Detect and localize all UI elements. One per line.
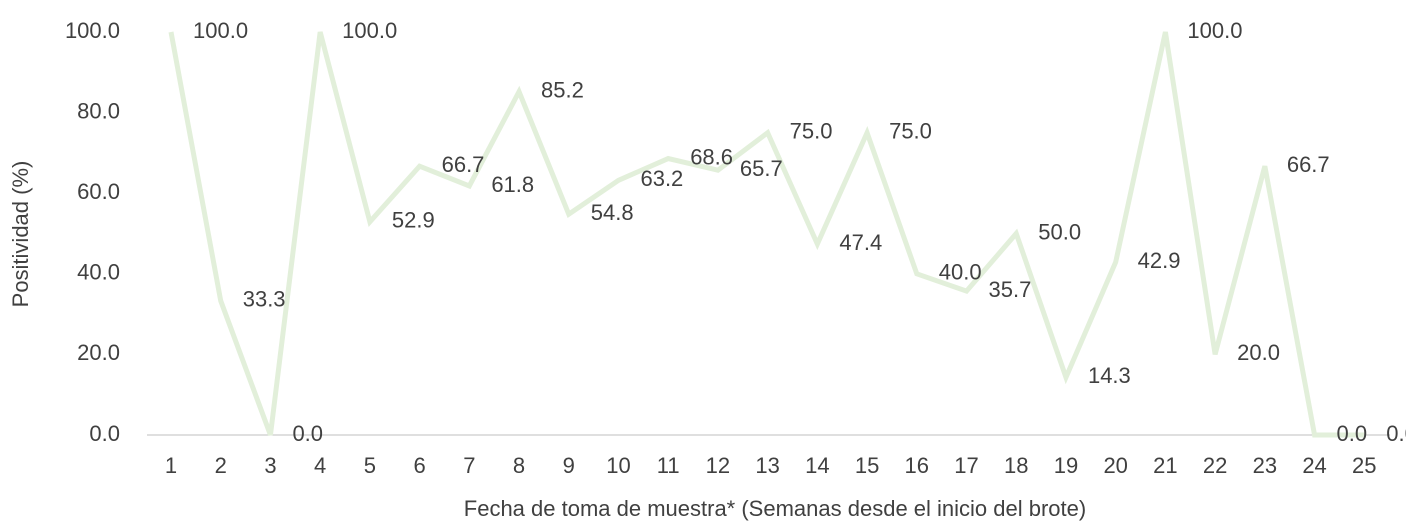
data-label: 0.0 <box>292 421 323 446</box>
data-label: 65.7 <box>740 156 783 181</box>
x-tick-label: 15 <box>855 453 879 478</box>
x-tick-label: 21 <box>1153 453 1177 478</box>
x-tick-label: 16 <box>905 453 929 478</box>
x-tick-label: 10 <box>606 453 630 478</box>
x-tick-label: 17 <box>954 453 978 478</box>
x-tick-label: 23 <box>1253 453 1277 478</box>
x-tick-label: 20 <box>1103 453 1127 478</box>
data-label: 75.0 <box>790 119 833 144</box>
x-tick-label: 19 <box>1054 453 1078 478</box>
x-tick-label: 6 <box>413 453 425 478</box>
x-tick-label: 25 <box>1352 453 1376 478</box>
x-tick-label: 2 <box>215 453 227 478</box>
x-tick-label: 7 <box>463 453 475 478</box>
x-tick-label: 12 <box>706 453 730 478</box>
y-tick-label: 80.0 <box>77 98 120 123</box>
x-tick-label: 9 <box>563 453 575 478</box>
data-label: 75.0 <box>889 119 932 144</box>
y-tick-label: 40.0 <box>77 260 120 285</box>
y-tick-label: 100.0 <box>65 18 120 43</box>
y-tick-label: 60.0 <box>77 179 120 204</box>
x-tick-label: 24 <box>1302 453 1326 478</box>
x-tick-label: 5 <box>364 453 376 478</box>
x-tick-label: 4 <box>314 453 326 478</box>
data-label: 0.0 <box>1337 421 1368 446</box>
x-axis-title: Fecha de toma de muestra* (Semanas desde… <box>464 496 1086 521</box>
y-tick-label: 20.0 <box>77 340 120 365</box>
data-label: 100.0 <box>1187 18 1242 43</box>
data-label: 42.9 <box>1138 248 1181 273</box>
x-tick-label: 18 <box>1004 453 1028 478</box>
x-tick-label: 22 <box>1203 453 1227 478</box>
data-label: 47.4 <box>839 230 882 255</box>
data-label: 63.2 <box>640 166 683 191</box>
x-tick-label: 11 <box>657 453 680 478</box>
data-label: 50.0 <box>1038 219 1081 244</box>
x-tick-label: 13 <box>755 453 779 478</box>
data-label: 14.3 <box>1088 363 1131 388</box>
data-label: 35.7 <box>989 277 1032 302</box>
data-label: 20.0 <box>1237 340 1280 365</box>
data-label: 52.9 <box>392 208 435 233</box>
x-tick-label: 14 <box>805 453 829 478</box>
y-tick-label: 0.0 <box>89 421 120 446</box>
data-label: 100.0 <box>342 18 397 43</box>
data-label: 66.7 <box>442 152 485 177</box>
data-label: 0.0 <box>1386 421 1406 446</box>
data-label: 100.0 <box>193 18 248 43</box>
x-tick-label: 8 <box>513 453 525 478</box>
x-tick-label: 3 <box>264 453 276 478</box>
data-label: 61.8 <box>491 172 534 197</box>
data-label: 33.3 <box>243 287 286 312</box>
x-tick-label: 1 <box>165 453 177 478</box>
line <box>168 31 1365 438</box>
data-label: 68.6 <box>690 144 733 169</box>
data-label: 40.0 <box>939 260 982 285</box>
data-label: 85.2 <box>541 77 584 102</box>
data-label: 66.7 <box>1287 152 1330 177</box>
y-axis-title: Positividad (%) <box>8 161 33 308</box>
data-label: 54.8 <box>591 200 634 225</box>
